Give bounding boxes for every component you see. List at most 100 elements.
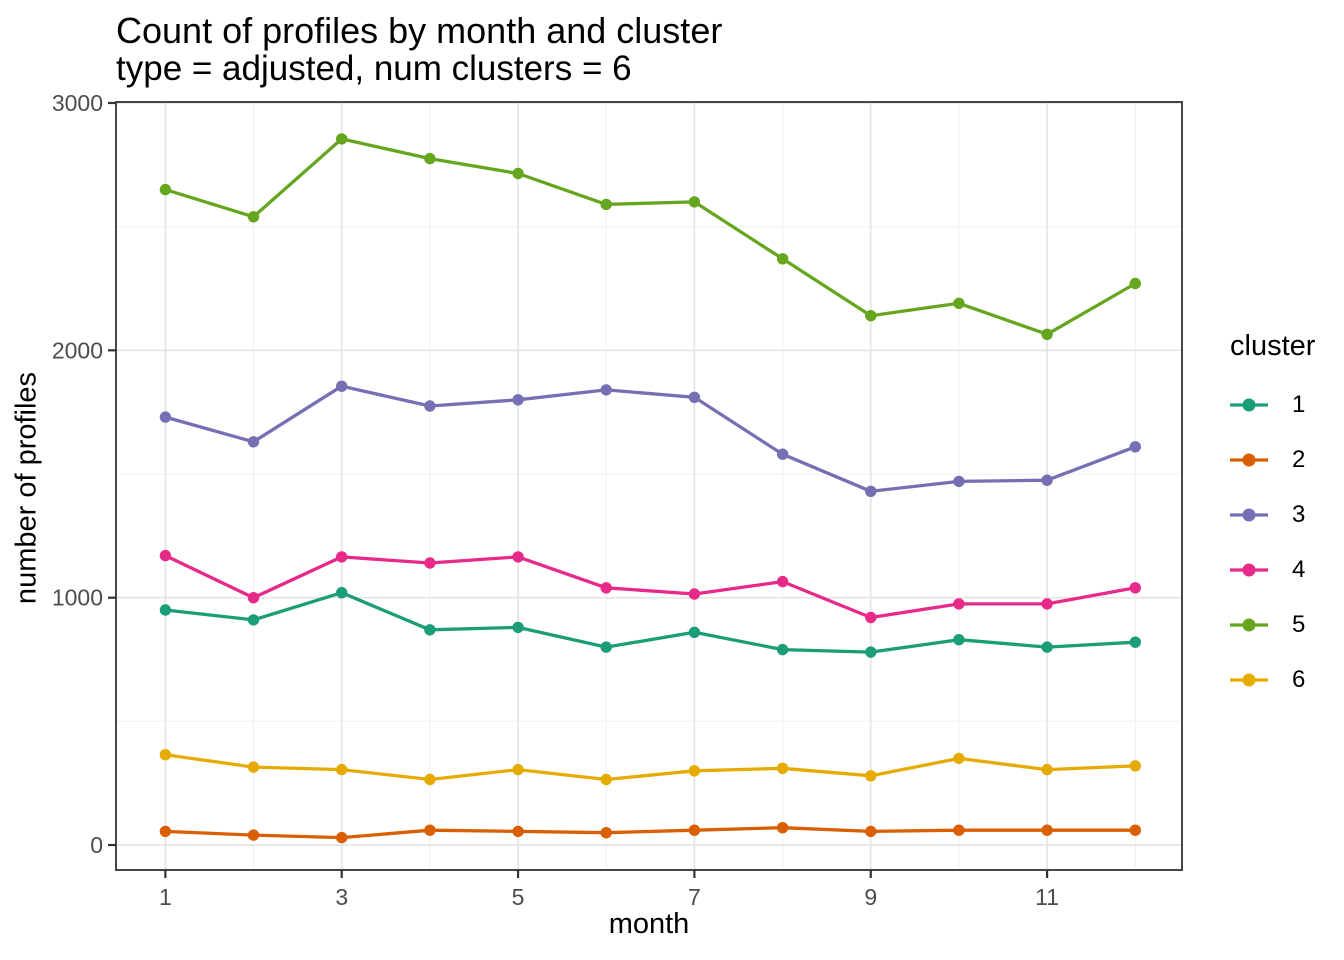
series-4-point-month-1: [159, 549, 172, 562]
series-6-point-month-3: [336, 763, 348, 776]
series-3-point-month-1: [159, 411, 172, 423]
legend-item-cluster-6: 6: [1228, 652, 1315, 707]
series-3-point-month-4: [424, 400, 436, 412]
series-3-point-month-3: [336, 380, 348, 392]
legend-items: 1 2 3 4 5 6: [1228, 377, 1315, 707]
series-1-point-month-12: [1129, 636, 1142, 648]
series-4-point-month-5: [512, 551, 524, 563]
series-1-point-month-8: [776, 643, 789, 656]
y-tick-label-0: 0: [90, 832, 103, 858]
series-2-point-month-5: [512, 825, 524, 838]
series-4-point-month-7: [688, 588, 701, 600]
x-tick-label-1: 1: [159, 884, 172, 910]
series-4-line: [164, 554, 1136, 620]
series-1-point-month-3: [336, 587, 348, 599]
series-4-point-month-2: [247, 592, 260, 604]
legend-key-icon: [1230, 398, 1268, 411]
series-5-line: [164, 137, 1137, 336]
series-4-point-month-11: [1041, 598, 1053, 610]
chart-title: Count of profiles by month and cluster: [116, 10, 723, 51]
series-5-point-month-4: [424, 152, 436, 165]
series-5-point-month-7: [688, 196, 701, 208]
series-6-point-month-4: [424, 773, 436, 786]
series-4-point-month-9: [865, 611, 877, 624]
series-2-point-month-12: [1129, 824, 1142, 836]
series-6-point-month-9: [865, 770, 877, 782]
legend-item-cluster-4: 4: [1228, 542, 1315, 597]
series-2-point-month-8: [776, 822, 789, 834]
series-3-point-month-9: [865, 485, 877, 497]
series-5-point-month-2: [247, 211, 260, 223]
legend-item-cluster-1: 1: [1228, 377, 1315, 432]
series-5-point-month-1: [159, 183, 172, 196]
series-5-point-month-8: [776, 253, 789, 265]
series-1-point-month-5: [512, 621, 524, 634]
legend-item-cluster-5: 5: [1228, 597, 1315, 652]
series-5-point-month-11: [1041, 328, 1053, 340]
series-6-point-month-11: [1041, 763, 1053, 776]
series-3-point-month-8: [776, 448, 789, 460]
y-tick-label-1000: 1000: [52, 585, 103, 611]
series-1-point-month-2: [247, 614, 260, 626]
series-1-point-month-6: [600, 641, 612, 653]
series-5-point-month-9: [865, 310, 877, 322]
series-4-point-month-10: [953, 598, 965, 610]
series-4-point-month-4: [424, 557, 436, 569]
series-4-point-month-6: [600, 582, 612, 594]
series-3-point-month-10: [953, 475, 965, 488]
panel-background: [116, 102, 1182, 870]
series-5-point-month-5: [512, 167, 524, 180]
series-2-point-month-11: [1041, 824, 1053, 836]
legend-title: cluster: [1230, 330, 1316, 362]
series-2-point-month-9: [865, 825, 877, 838]
series-1-point-month-9: [865, 646, 877, 658]
x-tick-label-5: 5: [512, 884, 525, 910]
series-5-point-month-10: [953, 297, 965, 309]
series-2-point-month-10: [953, 824, 965, 836]
x-tick-label-3: 3: [335, 884, 348, 910]
y-tick-label-2000: 2000: [52, 337, 103, 363]
legend-item-label: 5: [1292, 610, 1306, 638]
series-5-point-month-3: [336, 133, 348, 145]
panel-border: [115, 101, 1183, 871]
series-1-point-month-11: [1041, 641, 1053, 653]
series-1-point-month-7: [688, 626, 701, 638]
series-6-point-month-6: [600, 773, 612, 786]
legend-key-icon: [1230, 453, 1268, 466]
series-3-line: [164, 384, 1136, 493]
x-tick-label-11: 11: [1035, 884, 1059, 910]
legend-item-label: 3: [1292, 500, 1306, 528]
series-2-point-month-2: [247, 829, 260, 841]
x-tick-label-9: 9: [864, 884, 877, 910]
legend-item-cluster-2: 2: [1228, 432, 1315, 487]
x-tick-label-7: 7: [688, 884, 701, 910]
series-2-point-month-1: [159, 825, 172, 838]
legend: cluster 1 2 3 4 5 6: [1228, 330, 1315, 707]
legend-item-cluster-3: 3: [1228, 487, 1315, 542]
series-4-point-month-8: [776, 575, 789, 588]
legend-item-label: 2: [1292, 445, 1306, 473]
series-3-point-month-5: [512, 394, 524, 406]
series-3-point-month-7: [688, 391, 701, 403]
series-6-point-month-1: [159, 749, 172, 761]
series-3-point-month-11: [1041, 474, 1053, 486]
series-1-point-month-10: [953, 634, 965, 646]
series-6-point-month-7: [688, 765, 701, 777]
legend-key-icon: [1230, 508, 1268, 521]
series-2-point-month-6: [600, 827, 612, 839]
series-3-point-month-2: [247, 436, 260, 448]
series-4-point-month-12: [1129, 582, 1142, 594]
series-2-point-month-3: [336, 831, 348, 844]
chart-subtitle: type = adjusted, num clusters = 6: [116, 49, 632, 88]
legend-key-icon: [1230, 618, 1268, 631]
series-3-point-month-12: [1129, 441, 1142, 453]
series-6-point-month-2: [247, 761, 260, 773]
series-5-point-month-6: [600, 198, 612, 211]
series-6-point-month-10: [953, 752, 965, 765]
series-6-line: [165, 753, 1136, 782]
series-2-point-month-7: [688, 824, 701, 836]
series-5-point-month-12: [1129, 277, 1142, 290]
legend-item-label: 4: [1292, 555, 1306, 583]
legend-item-label: 6: [1292, 665, 1306, 693]
